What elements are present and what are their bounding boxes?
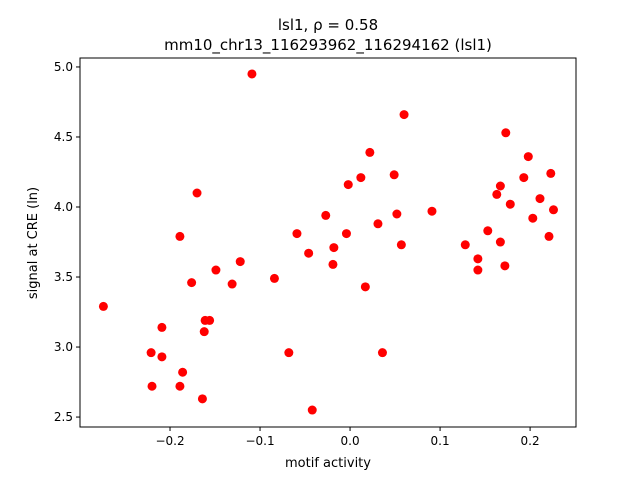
x-tick-label: 0.0 bbox=[341, 434, 360, 448]
y-tick-label: 4.0 bbox=[54, 200, 73, 214]
data-point bbox=[304, 248, 314, 258]
data-point bbox=[519, 173, 529, 183]
data-point bbox=[269, 273, 279, 283]
y-tick-label: 3.0 bbox=[54, 340, 73, 354]
y-tick-label: 4.5 bbox=[54, 130, 73, 144]
data-point bbox=[307, 405, 317, 415]
data-point bbox=[187, 278, 197, 288]
data-point bbox=[235, 257, 245, 267]
data-point bbox=[146, 348, 156, 358]
data-point bbox=[528, 213, 538, 223]
y-tick-label: 5.0 bbox=[54, 60, 73, 74]
x-axis: −0.2 −0.1 0.0 0.1 0.2 bbox=[155, 427, 540, 448]
data-point bbox=[548, 205, 558, 215]
data-point bbox=[505, 199, 515, 209]
data-point bbox=[389, 170, 399, 180]
data-point bbox=[365, 147, 375, 157]
data-point bbox=[292, 229, 302, 239]
data-point bbox=[523, 152, 533, 162]
y-axis-label: signal at CRE (ln) bbox=[26, 187, 41, 299]
y-axis: 2.5 3.0 3.5 4.0 4.5 5.0 bbox=[54, 60, 80, 424]
points-layer bbox=[98, 69, 558, 415]
data-point bbox=[546, 168, 556, 178]
data-point bbox=[495, 237, 505, 247]
data-point bbox=[473, 254, 483, 264]
data-point bbox=[492, 189, 502, 199]
data-point bbox=[197, 394, 207, 404]
x-tick-label: −0.1 bbox=[245, 434, 274, 448]
data-point bbox=[356, 173, 366, 183]
data-point bbox=[157, 322, 167, 332]
x-axis-label: motif activity bbox=[285, 456, 371, 471]
data-point bbox=[321, 210, 331, 220]
data-point bbox=[157, 352, 167, 362]
data-point bbox=[544, 231, 554, 241]
x-tick-label: 0.1 bbox=[431, 434, 450, 448]
data-point bbox=[147, 381, 157, 391]
data-point bbox=[392, 209, 402, 219]
data-point bbox=[399, 110, 409, 120]
data-point bbox=[373, 219, 383, 229]
data-point bbox=[205, 315, 215, 325]
data-point bbox=[495, 181, 505, 191]
data-point bbox=[178, 367, 188, 377]
data-point bbox=[343, 180, 353, 190]
data-point bbox=[535, 194, 545, 204]
data-point bbox=[341, 229, 351, 239]
data-point bbox=[483, 226, 493, 236]
data-point bbox=[284, 348, 294, 358]
data-point bbox=[247, 69, 257, 79]
data-point bbox=[211, 265, 221, 275]
data-point bbox=[427, 206, 437, 216]
chart-title-line2: mm10_chr13_116293962_116294162 (lsl1) bbox=[164, 36, 492, 55]
data-point bbox=[175, 381, 185, 391]
data-point bbox=[328, 259, 338, 269]
data-point bbox=[396, 240, 406, 250]
data-point bbox=[227, 279, 237, 289]
data-point bbox=[199, 327, 209, 337]
data-point bbox=[192, 188, 202, 198]
x-tick-label: 0.2 bbox=[521, 434, 540, 448]
data-point bbox=[473, 265, 483, 275]
chart-title-line1: lsl1, ρ = 0.58 bbox=[278, 16, 378, 34]
y-tick-label: 2.5 bbox=[54, 410, 73, 424]
data-point bbox=[460, 240, 470, 250]
x-tick-label: −0.2 bbox=[155, 434, 184, 448]
data-point bbox=[500, 261, 510, 271]
y-tick-label: 3.5 bbox=[54, 270, 73, 284]
data-point bbox=[175, 231, 185, 241]
data-point bbox=[98, 301, 108, 311]
plot-frame bbox=[79, 57, 577, 428]
data-point bbox=[360, 282, 370, 292]
data-point bbox=[329, 243, 339, 253]
data-point bbox=[377, 348, 387, 358]
data-point bbox=[501, 128, 511, 138]
